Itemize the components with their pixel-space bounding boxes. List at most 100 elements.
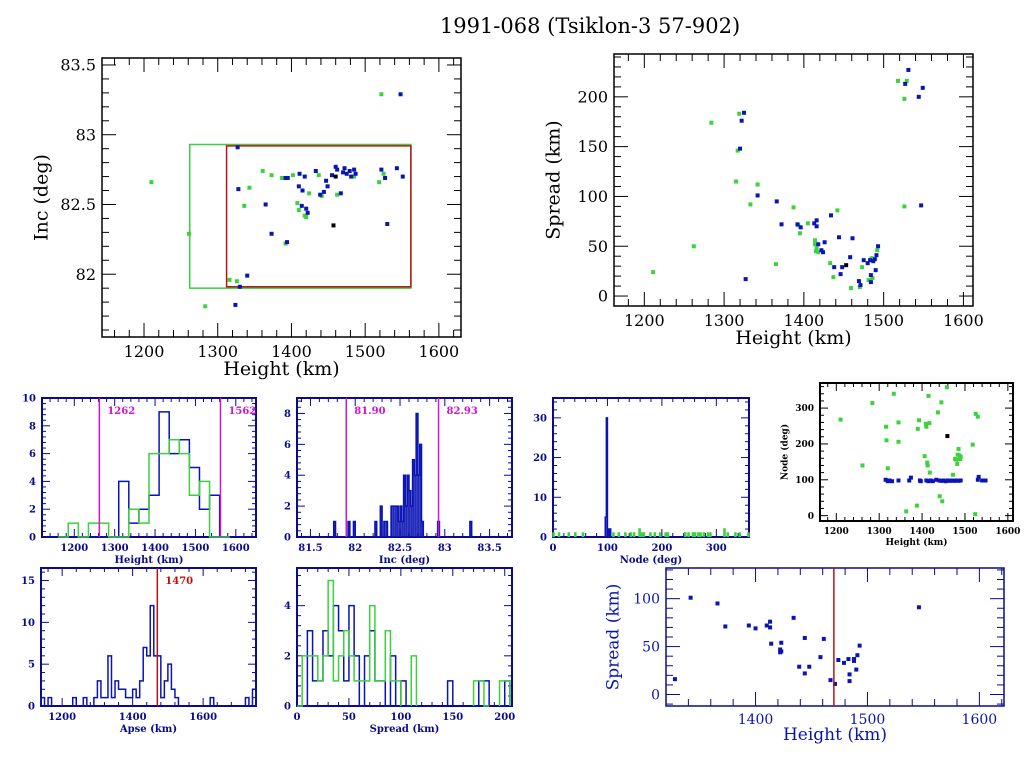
histogram-bar-blue bbox=[313, 681, 318, 706]
data-point-blue bbox=[738, 146, 743, 151]
y-tick-label: 10 bbox=[533, 493, 547, 504]
data-point-blue bbox=[954, 478, 959, 483]
y-tick-label: 0 bbox=[598, 287, 608, 306]
histogram-green bbox=[58, 438, 230, 538]
histogram-bar-blue bbox=[104, 698, 108, 706]
data-point-blue bbox=[245, 273, 250, 278]
data-point-green bbox=[296, 208, 301, 213]
y-tick-label: 0 bbox=[808, 512, 814, 522]
data-point-green bbox=[234, 279, 239, 284]
y-tick-label: 0 bbox=[651, 687, 660, 703]
data-point-blue bbox=[269, 231, 274, 236]
data-point-green bbox=[260, 168, 265, 173]
histogram-bar-blue bbox=[401, 521, 404, 537]
chart-inc-vs-height: 1200 1300 1400 1500 1600 82 82.5 83 83.5 Height (… bbox=[31, 56, 462, 380]
data-point-green bbox=[917, 418, 922, 423]
plot-frame bbox=[40, 567, 257, 707]
data-point-blue bbox=[341, 170, 346, 175]
histogram-bar-blue bbox=[417, 475, 420, 537]
y-tick-label: 4 bbox=[29, 477, 36, 488]
data-point-green bbox=[352, 174, 357, 179]
y-tick-label: 20 bbox=[533, 453, 547, 464]
data-point-blue bbox=[919, 203, 924, 208]
plot-frame bbox=[613, 53, 974, 307]
data-point-green bbox=[970, 442, 975, 447]
data-point-green bbox=[848, 286, 853, 291]
marker-line-label: 1470 bbox=[165, 576, 193, 587]
data-point-green bbox=[940, 499, 945, 504]
x-tick-label: 300 bbox=[706, 543, 727, 554]
data-point-blue bbox=[818, 655, 823, 660]
data-point-black bbox=[333, 174, 338, 179]
data-point-green bbox=[797, 231, 802, 236]
data-point-green bbox=[813, 238, 818, 243]
histogram-bar-blue bbox=[605, 517, 607, 537]
chart-node-vs-height: 1200 1300 1400 1500 1600 0 100 200 300 Height (km… bbox=[780, 382, 1020, 548]
data-point-green bbox=[860, 265, 865, 270]
data-point-blue bbox=[768, 625, 773, 630]
histogram-blue bbox=[58, 411, 230, 538]
histogram-bar-green bbox=[380, 681, 385, 706]
x-axis-label: Node (deg) bbox=[620, 555, 682, 566]
data-point-green bbox=[316, 173, 321, 178]
data-point-blue bbox=[285, 175, 290, 180]
data-point-green bbox=[838, 417, 843, 422]
data-point-blue bbox=[672, 677, 677, 682]
x-axis-label: Inc (deg) bbox=[379, 555, 430, 566]
x-tick-label: 1300 bbox=[101, 543, 129, 554]
data-point-green bbox=[651, 270, 656, 275]
data-point-blue bbox=[768, 619, 773, 624]
x-axis-label: Height (km) bbox=[115, 555, 184, 566]
histogram-bar-green bbox=[354, 681, 359, 706]
x-tick-label: 1200 bbox=[824, 527, 849, 537]
histogram-bar-blue bbox=[147, 656, 151, 706]
data-point-green bbox=[896, 420, 901, 425]
histogram-bar-blue bbox=[136, 698, 140, 706]
histogram-bar-green bbox=[697, 533, 699, 537]
data-point-green bbox=[290, 173, 295, 178]
histogram-bar-blue bbox=[370, 631, 375, 706]
data-point-blue bbox=[400, 174, 405, 179]
histogram-bar-green bbox=[703, 533, 705, 537]
data-point-blue bbox=[858, 283, 863, 288]
data-point-green bbox=[814, 246, 819, 251]
data-point-green bbox=[927, 470, 932, 475]
histogram-bar-green bbox=[318, 681, 323, 706]
histogram-bar-blue bbox=[159, 412, 169, 537]
histogram-bar-green bbox=[709, 533, 711, 537]
data-point-green bbox=[926, 393, 931, 398]
data-point-green bbox=[956, 446, 961, 451]
data-point-green bbox=[304, 215, 309, 220]
histogram-bar-green bbox=[323, 656, 328, 706]
histogram-bar-blue bbox=[126, 698, 130, 706]
data-point-green bbox=[939, 400, 944, 405]
data-point-blue bbox=[847, 679, 852, 684]
data-point-green bbox=[915, 426, 920, 431]
histogram-bar-blue bbox=[401, 681, 406, 706]
data-point-blue bbox=[828, 678, 833, 683]
histogram-bar-green bbox=[747, 533, 749, 537]
histogram-bar-green bbox=[684, 533, 686, 537]
data-point-blue bbox=[688, 595, 693, 600]
histogram-bar-blue bbox=[129, 523, 139, 537]
histogram-bar-blue bbox=[344, 681, 349, 706]
histogram-bar-green bbox=[694, 533, 696, 537]
data-point-blue bbox=[930, 479, 935, 484]
data-point-blue bbox=[795, 222, 800, 227]
y-tick-label: 150 bbox=[577, 137, 608, 156]
histogram-bar-green bbox=[649, 533, 651, 537]
data-point-green bbox=[925, 463, 930, 468]
data-point-green bbox=[279, 175, 284, 180]
data-point-green bbox=[891, 391, 896, 396]
data-point-blue bbox=[916, 605, 921, 610]
histogram-bar-blue bbox=[392, 506, 395, 537]
data-point-green bbox=[958, 456, 963, 461]
histogram-bar-green bbox=[385, 631, 390, 706]
histogram-bar-blue bbox=[609, 529, 611, 537]
data-point-blue bbox=[333, 164, 338, 169]
x-tick-label: 83 bbox=[438, 543, 452, 554]
histogram-bar-blue bbox=[469, 521, 472, 537]
histogram-bar-blue bbox=[348, 521, 350, 537]
data-point-green bbox=[860, 463, 865, 468]
histogram-bar-green bbox=[700, 533, 702, 537]
